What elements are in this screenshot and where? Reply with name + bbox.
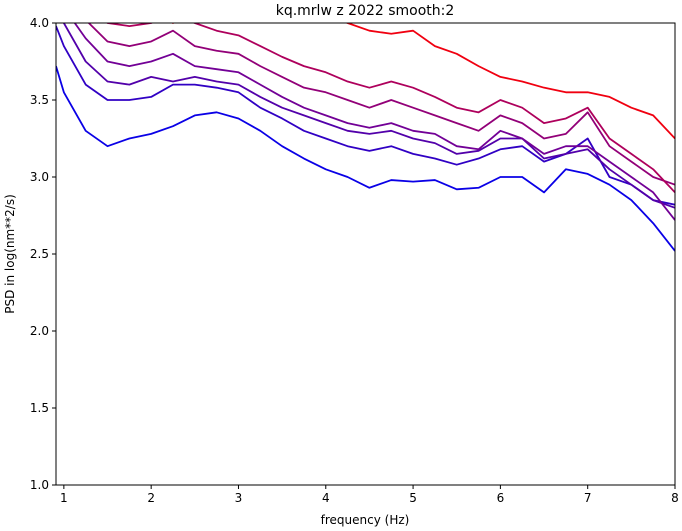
series-line — [87, 23, 675, 186]
x-tick-label: 4 — [322, 491, 330, 505]
y-tick-label: 1.5 — [30, 401, 49, 415]
x-tick-label: 5 — [409, 491, 417, 505]
y-tick-label: 3.5 — [30, 93, 49, 107]
series-line — [56, 25, 675, 206]
y-tick-label: 2.0 — [30, 324, 49, 338]
series-line — [106, 23, 675, 194]
chart-title: kq.mrlw z 2022 smooth:2 — [276, 3, 455, 19]
series-line — [171, 23, 675, 140]
x-tick-label: 1 — [60, 491, 68, 505]
y-tick-label: 2.5 — [30, 247, 49, 261]
series-line — [56, 65, 675, 252]
x-axis-label: frequency (Hz) — [321, 513, 410, 527]
series-line — [73, 23, 675, 221]
x-tick-label: 7 — [584, 491, 592, 505]
y-tick-label: 3.0 — [30, 170, 49, 184]
x-tick-label: 8 — [671, 491, 679, 505]
series-line — [62, 23, 675, 209]
y-tick-label: 4.0 — [30, 16, 49, 30]
x-tick-label: 6 — [497, 491, 505, 505]
y-axis-label: PSD in log(nm**2/s) — [3, 194, 17, 314]
x-tick-label: 3 — [235, 491, 243, 505]
plot-lines — [56, 23, 675, 252]
y-tick-label: 1.0 — [30, 478, 49, 492]
x-tick-label: 2 — [147, 491, 155, 505]
